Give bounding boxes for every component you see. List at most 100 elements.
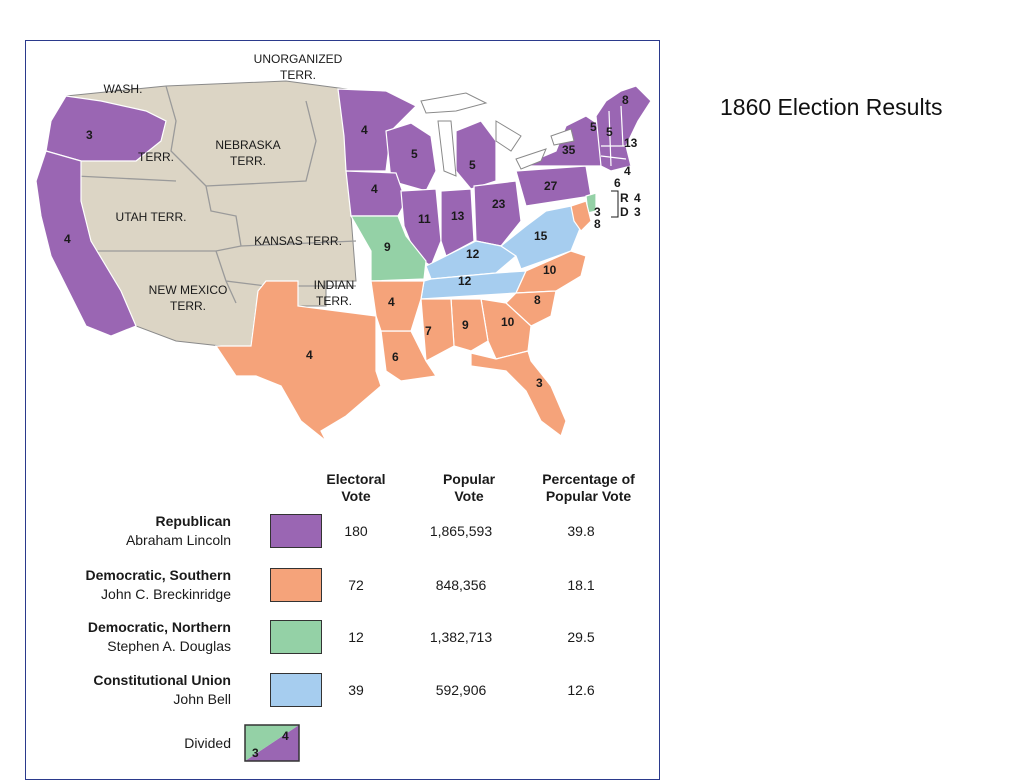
divided-republican-votes: 4 — [282, 729, 289, 743]
state-mississippi — [420, 298, 455, 362]
votes-tennessee: 12 — [458, 274, 472, 288]
state-vote-labels: 3 4 4 5 5 4 11 13 23 27 35 8 5 5 13 4 6 … — [64, 93, 638, 390]
percent-value: 39.8 — [567, 523, 595, 539]
header-percent: Percentage of Popular Vote — [526, 471, 651, 505]
state-ohio — [473, 180, 522, 247]
label-utah: UTAH TERR. — [116, 210, 187, 224]
swatch-constitutional-union — [270, 673, 322, 707]
swatch-northern-democrat — [270, 620, 322, 654]
new-jersey-split-label: R 4 D 3 — [611, 190, 641, 219]
state-michigan — [455, 120, 497, 190]
map-frame: UNORGANIZED TERR. WASH. TERR. NEBRASKA T… — [25, 40, 660, 780]
label-unorganized: UNORGANIZED — [254, 52, 343, 66]
state-florida — [470, 350, 567, 437]
label-new-mexico: NEW MEXICO — [149, 283, 228, 297]
votes-delaware: 3 — [594, 205, 601, 219]
votes-north-carolina: 10 — [543, 263, 557, 277]
votes-vermont: 5 — [590, 120, 597, 134]
nj-d-votes: 3 — [634, 205, 641, 219]
party-northern-democrat: Democratic, Northern Stephen A. Douglas — [11, 618, 231, 656]
header-electoral: Electoral Vote — [311, 471, 401, 505]
votes-connecticut: 6 — [614, 176, 621, 190]
popular-value: 848,356 — [435, 577, 487, 593]
votes-missouri: 9 — [384, 240, 391, 254]
votes-kentucky: 12 — [466, 247, 480, 261]
party-name: Constitutional Union — [93, 672, 231, 688]
header-popular-line2: Vote — [454, 488, 484, 504]
candidate-name: John Bell — [173, 691, 231, 707]
popular-value: 1,382,713 — [429, 629, 493, 645]
candidate-name: Abraham Lincoln — [125, 532, 231, 548]
votes-florida: 3 — [536, 376, 543, 390]
state-missouri — [349, 215, 427, 282]
state-new-england — [595, 85, 652, 172]
party-name: Democratic, Southern — [85, 567, 231, 583]
great-lakes — [420, 92, 575, 177]
swatch-divided: 3 4 — [244, 724, 300, 762]
votes-georgia: 10 — [501, 315, 515, 329]
party-name: Republican — [155, 513, 231, 529]
state-california — [35, 150, 137, 337]
swatch-republican — [270, 514, 322, 548]
territory-borders — [75, 85, 357, 304]
votes-indiana: 13 — [451, 209, 465, 223]
votes-maine: 8 — [622, 93, 629, 107]
percent-value: 29.5 — [567, 629, 595, 645]
label-wash-terr: TERR. — [138, 150, 174, 164]
percent-value: 12.6 — [567, 682, 595, 698]
nj-d-label: D — [620, 205, 629, 219]
electoral-value: 39 — [348, 682, 364, 698]
state-oregon — [45, 95, 167, 162]
label-nebraska: NEBRASKA — [215, 138, 280, 152]
state-borders-ne — [600, 105, 631, 167]
votes-california: 4 — [64, 232, 71, 246]
votes-rhode-island: 4 — [624, 164, 631, 178]
votes-arkansas: 4 — [388, 295, 395, 309]
votes-maryland: 8 — [594, 217, 601, 231]
header-electoral-line2: Vote — [341, 488, 371, 504]
state-texas — [214, 280, 382, 442]
party-southern-democrat: Democratic, Southern John C. Breckinridg… — [11, 566, 231, 604]
percent-value: 18.1 — [567, 577, 595, 593]
votes-massachusetts: 13 — [624, 136, 638, 150]
election-map: UNORGANIZED TERR. WASH. TERR. NEBRASKA T… — [35, 52, 652, 442]
label-kansas: KANSAS TERR. — [254, 234, 342, 248]
nj-r-votes: 4 — [634, 191, 641, 205]
candidate-name: Stephen A. Douglas — [107, 638, 231, 654]
candidate-name: John C. Breckinridge — [101, 586, 231, 602]
votes-virginia: 15 — [534, 229, 548, 243]
divided-northern-votes: 3 — [252, 746, 259, 760]
header-electoral-line1: Electoral — [326, 471, 386, 487]
divided-label: Divided — [11, 734, 231, 753]
electoral-value: 72 — [348, 577, 364, 593]
votes-pennsylvania: 27 — [544, 179, 558, 193]
territory-labels: UNORGANIZED TERR. WASH. TERR. NEBRASKA T… — [104, 52, 355, 313]
header-percent-line1: Percentage of — [542, 471, 635, 487]
label-new-mexico-terr: TERR. — [170, 299, 206, 313]
electoral-value: 180 — [344, 523, 368, 539]
votes-iowa: 4 — [371, 182, 378, 196]
state-maryland-delaware — [570, 200, 592, 232]
label-wash: WASH. — [104, 82, 143, 96]
party-constitutional-union: Constitutional Union John Bell — [11, 671, 231, 709]
header-percent-line2: Popular Vote — [545, 488, 632, 504]
votes-alabama: 9 — [462, 318, 469, 332]
label-nebraska-terr: TERR. — [230, 154, 266, 168]
nj-r-label: R — [620, 191, 629, 205]
votes-south-carolina: 8 — [534, 293, 541, 307]
votes-michigan: 5 — [469, 158, 476, 172]
votes-wisconsin: 5 — [411, 147, 418, 161]
votes-oregon: 3 — [86, 128, 93, 142]
state-arkansas — [370, 280, 425, 332]
votes-texas: 4 — [306, 348, 313, 362]
slide-title: 1860 Election Results — [720, 94, 943, 120]
state-south-carolina — [505, 290, 557, 327]
votes-ohio: 23 — [492, 197, 506, 211]
party-name: Democratic, Northern — [87, 619, 231, 635]
label-indian-terr: TERR. — [316, 294, 352, 308]
electoral-value: 12 — [348, 629, 364, 645]
header-popular-line1: Popular — [442, 471, 496, 487]
votes-new-york: 35 — [562, 143, 576, 157]
votes-louisiana: 6 — [392, 350, 399, 364]
party-republican: Republican Abraham Lincoln — [11, 512, 231, 550]
